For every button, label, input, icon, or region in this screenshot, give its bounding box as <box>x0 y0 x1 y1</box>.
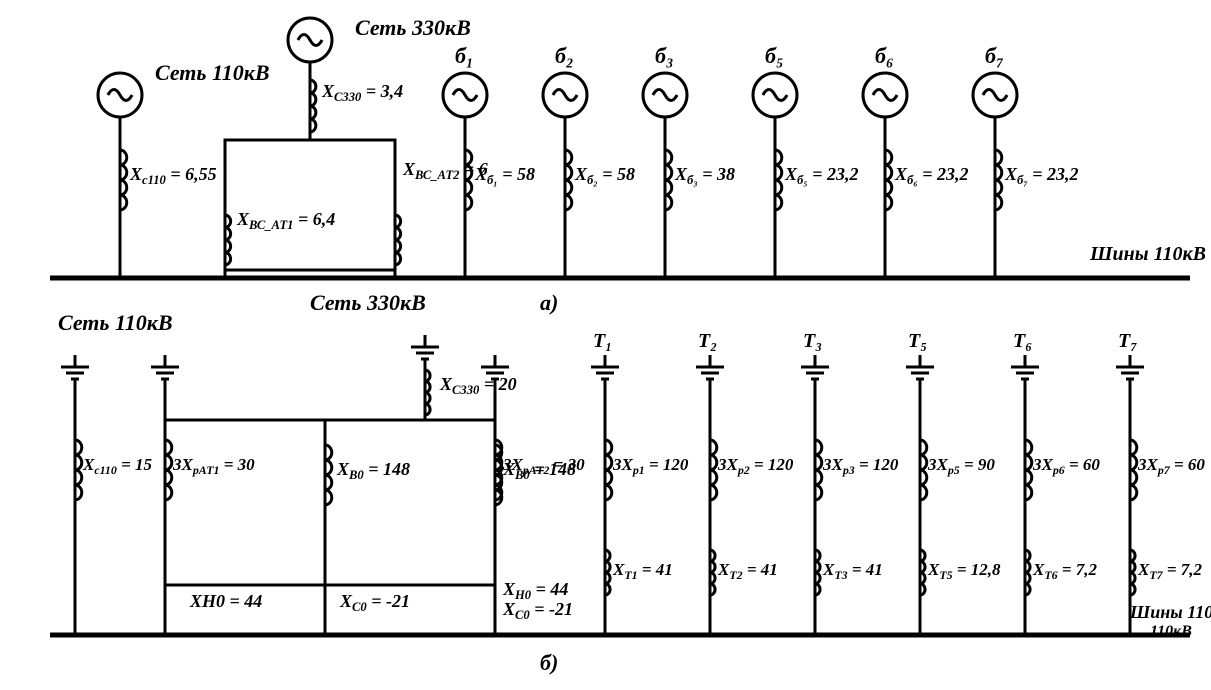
svg-text:Xб₂ = 58: Xб₂ = 58 <box>574 164 635 187</box>
svg-text:3Xр6 = 60: 3Xр6 = 60 <box>1032 455 1100 477</box>
svg-text:Сеть 110кВ: Сеть 110кВ <box>58 310 173 335</box>
svg-text:XТ7 = 7,2: XТ7 = 7,2 <box>1137 560 1202 582</box>
svg-text:3Xр3 = 120: 3Xр3 = 120 <box>822 455 899 477</box>
svg-text:XВС_АТ1 = 6,4: XВС_АТ1 = 6,4 <box>236 209 335 232</box>
svg-text:Xб₆ = 23,2: Xб₆ = 23,2 <box>894 164 968 187</box>
svg-text:3Xр5 = 90: 3Xр5 = 90 <box>927 455 995 477</box>
svg-text:a): a) <box>540 290 558 315</box>
svg-text:XВ0 = 148: XВ0 = 148 <box>336 459 410 482</box>
svg-text:б₅: б₅ <box>765 43 784 68</box>
svg-text:T₂: T₂ <box>698 330 717 352</box>
svg-text:Сеть 330кВ: Сеть 330кВ <box>355 15 471 40</box>
svg-text:б): б) <box>540 650 558 675</box>
svg-text:XТ1 = 41: XТ1 = 41 <box>612 560 673 582</box>
svg-text:XТ5 = 12,8: XТ5 = 12,8 <box>927 560 1001 582</box>
svg-text:Xб₅ = 23,2: Xб₅ = 23,2 <box>784 164 858 187</box>
svg-text:XТ6 = 7,2: XТ6 = 7,2 <box>1032 560 1097 582</box>
svg-text:T₁: T₁ <box>593 330 612 352</box>
svg-text:Сеть 110кВ: Сеть 110кВ <box>155 60 270 85</box>
svg-text:Сеть 330кВ: Сеть 330кВ <box>310 290 426 315</box>
svg-text:3Xр1 = 120: 3Xр1 = 120 <box>612 455 689 477</box>
svg-text:XС330 = 3,4: XС330 = 3,4 <box>321 81 403 104</box>
svg-text:Шины 110кВ: Шины 110кВ <box>1129 602 1211 622</box>
svg-text:б₆: б₆ <box>875 43 894 68</box>
svg-text:T₅: T₅ <box>908 330 927 352</box>
svg-text:XТ2 = 41: XТ2 = 41 <box>717 560 778 582</box>
svg-text:XС0 = -21: XС0 = -21 <box>502 599 573 622</box>
svg-text:Xб₁ = 58: Xб₁ = 58 <box>474 164 535 187</box>
svg-text:3XрАТ1 = 30: 3XрАТ1 = 30 <box>172 455 255 477</box>
svg-text:3Xр7 = 60: 3Xр7 = 60 <box>1137 455 1205 477</box>
svg-text:б₃: б₃ <box>655 43 674 68</box>
svg-text:XС0 = -21: XС0 = -21 <box>339 591 410 614</box>
svg-text:XТ3 = 41: XТ3 = 41 <box>822 560 883 582</box>
svg-text:Шины 110кВ: Шины 110кВ <box>1089 243 1206 265</box>
svg-text:XС330 = 20: XС330 = 20 <box>439 374 517 397</box>
svg-text:Xб₃ = 38: Xб₃ = 38 <box>674 164 735 187</box>
svg-text:б₇: б₇ <box>985 43 1004 68</box>
svg-text:T₇: T₇ <box>1118 330 1137 352</box>
svg-text:XН0 = 44: XН0 = 44 <box>189 591 262 611</box>
svg-text:Xб₇ = 23,2: Xб₇ = 23,2 <box>1004 164 1078 187</box>
svg-text:T₆: T₆ <box>1013 330 1032 352</box>
svg-text:б₁: б₁ <box>455 43 474 68</box>
svg-text:110кВ: 110кВ <box>1150 623 1192 640</box>
svg-text:Xс110 = 6,55: Xс110 = 6,55 <box>129 164 217 187</box>
svg-text:T₃: T₃ <box>803 330 822 352</box>
svg-text:б₂: б₂ <box>555 43 574 68</box>
svg-text:3Xр2 = 120: 3Xр2 = 120 <box>717 455 794 477</box>
svg-text:Xс110 = 15: Xс110 = 15 <box>82 455 152 477</box>
